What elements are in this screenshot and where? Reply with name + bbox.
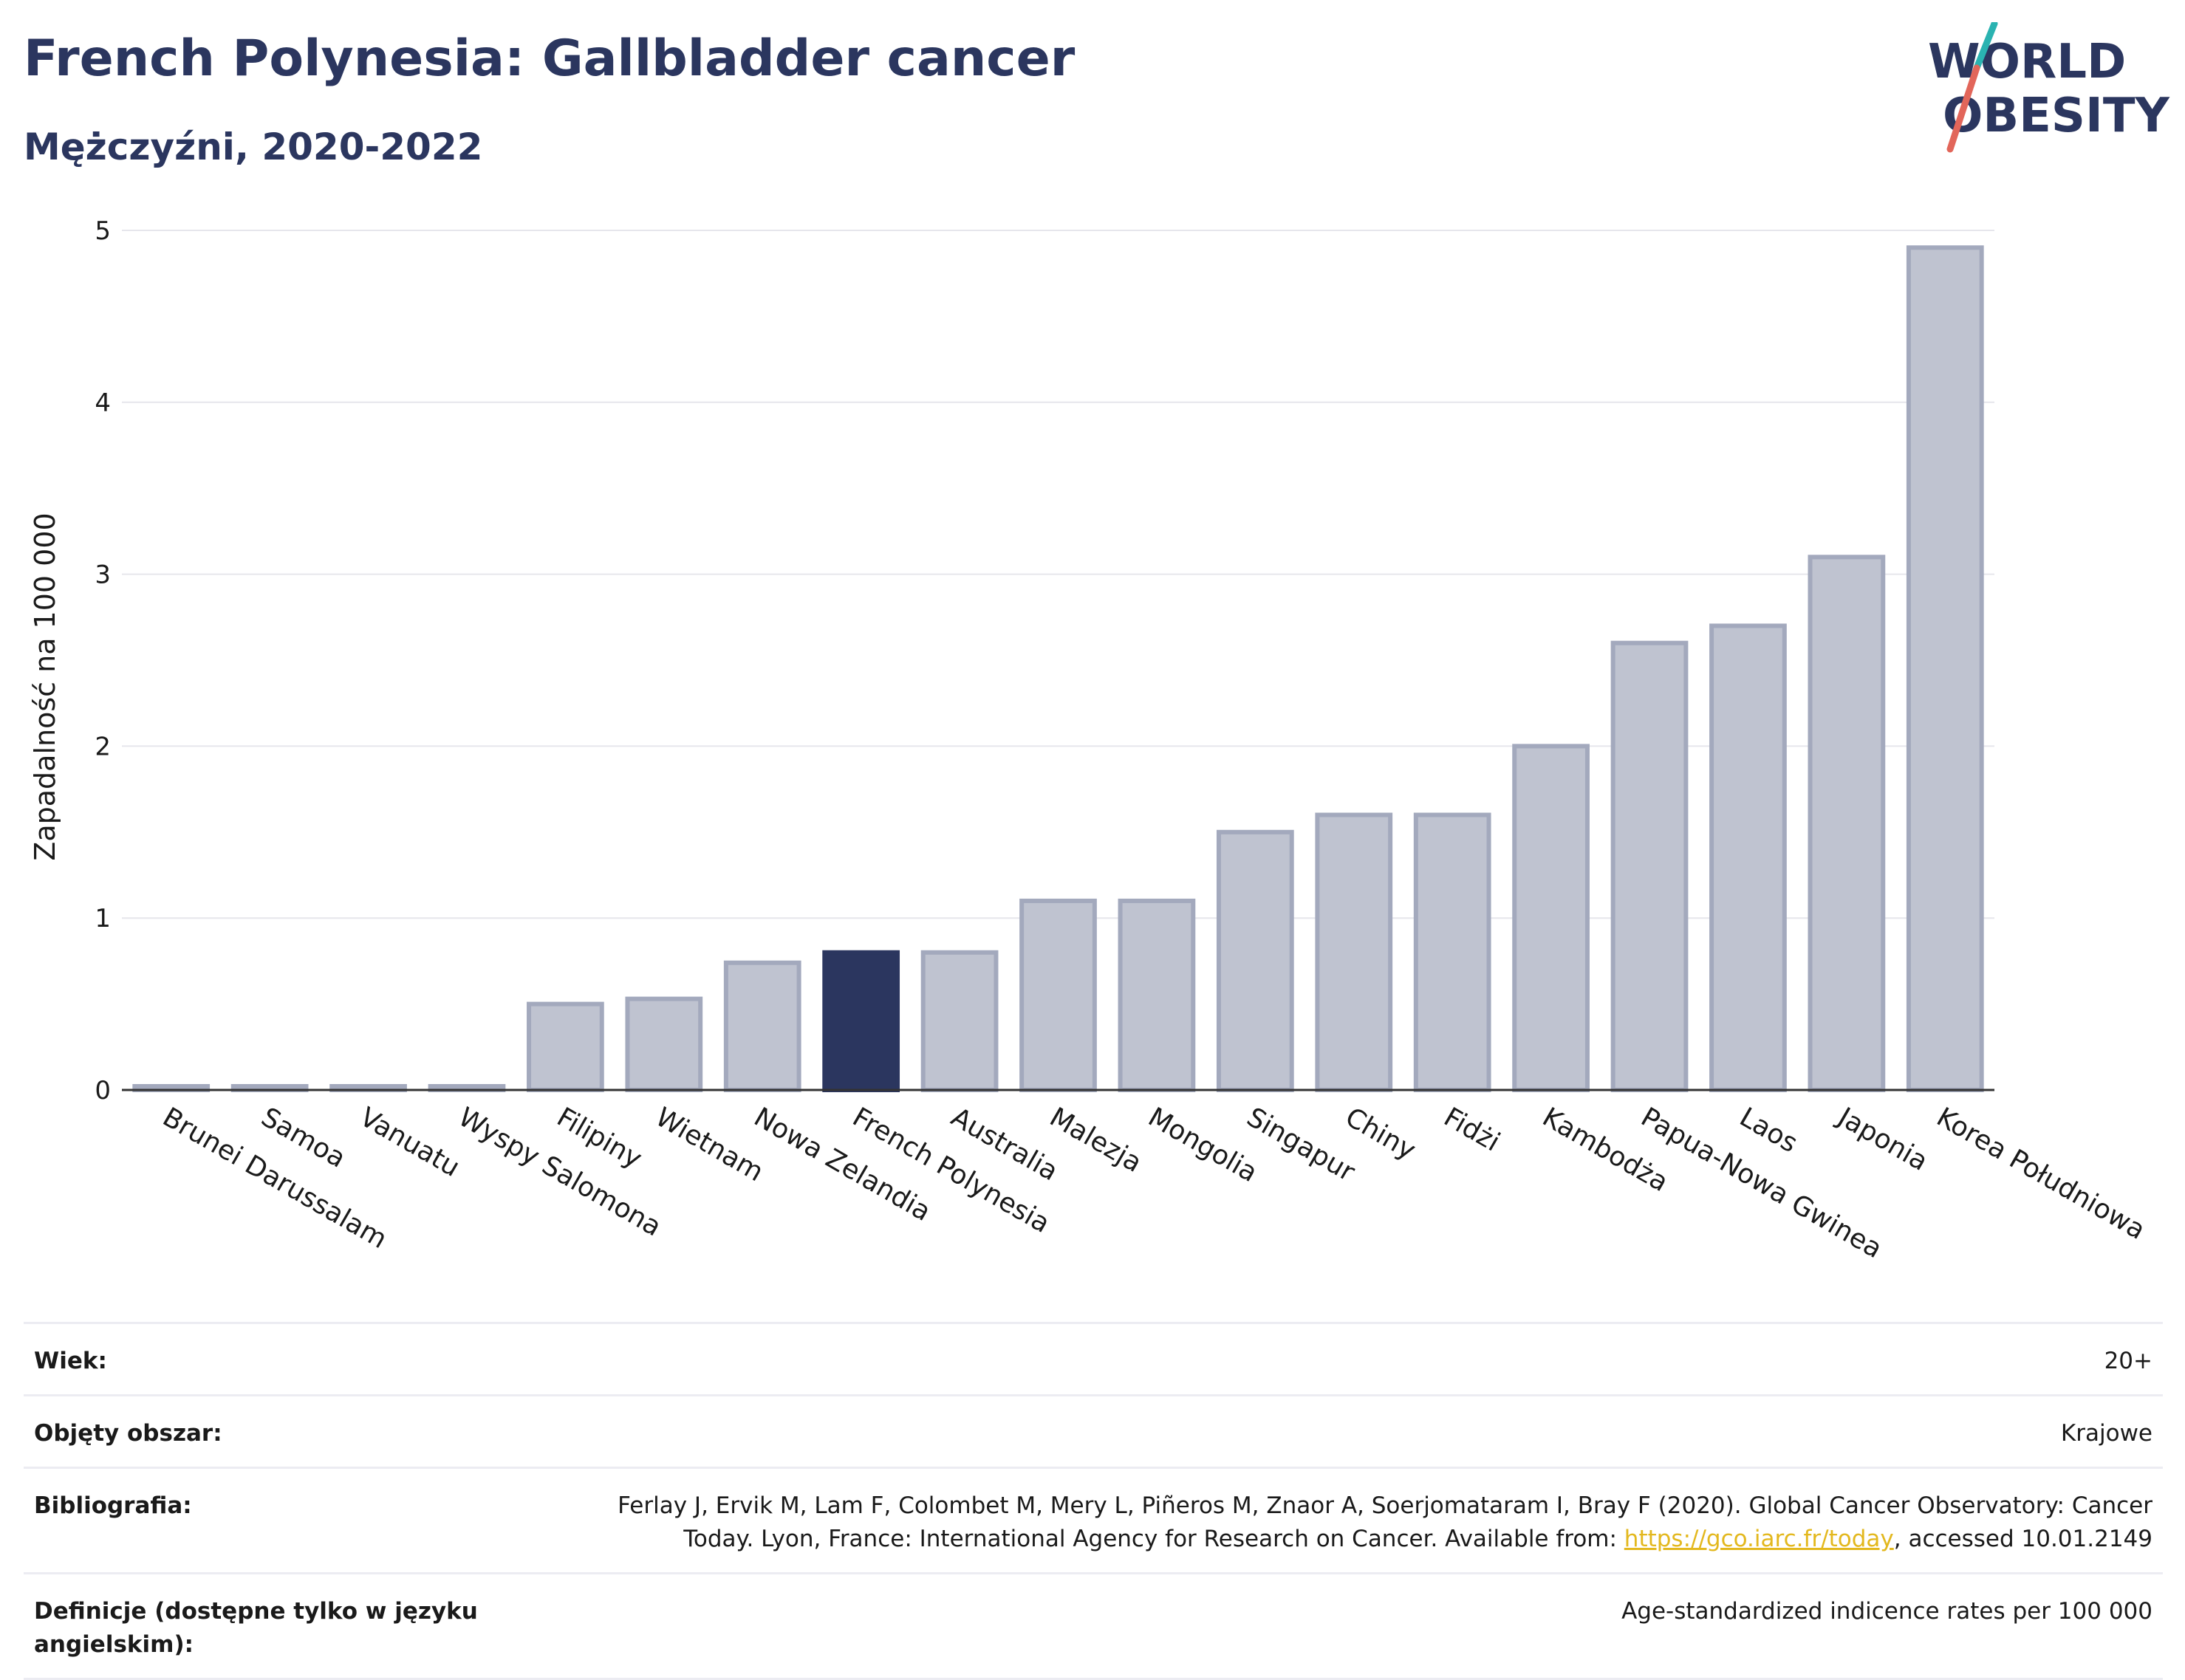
y-tick-label: 1 [95,904,111,933]
bibliography-link[interactable]: https://gco.iarc.fr/today [1624,1525,1894,1552]
area-value: Krajowe [2060,1419,2152,1447]
x-tick-label: Laos [1734,1102,1802,1159]
y-tick-label: 3 [95,560,111,590]
chart-title: French Polynesia: Gallbladder cancer [24,30,1076,88]
x-tick-label: Nowa Zelandia [749,1102,936,1227]
info-row-bibliography: Bibliografia: Ferlay J, Ervik M, Lam F, … [24,1467,2163,1573]
age-value: 20+ [2104,1348,2152,1374]
y-axis-label: Zapadalność na 100 000 [29,512,61,860]
x-tick-label: Fidżi [1439,1102,1505,1157]
x-tick-label: Malezja [1044,1102,1146,1179]
definitions-label: Definicje (dostępne tylko w języku angie… [34,1597,478,1658]
bar [1216,829,1294,1093]
world-obesity-logo: WORLD OBESITY [1928,22,2169,153]
x-tick-label: Japonia [1832,1101,1933,1177]
bar [1315,812,1393,1093]
logo-line2: OBESITY [1943,89,2169,143]
bar [527,1001,604,1092]
bar [1709,623,1787,1092]
bar [1512,744,1590,1093]
x-tick-label: Wietnam [650,1102,768,1187]
bar [920,950,999,1093]
info-table: Wiek: 20+ Objęty obszar: Krajowe Bibliog… [24,1322,2163,1680]
bibliography-text-2: Today. Lyon, France: International Agenc… [683,1525,1624,1552]
bar [1808,555,1886,1092]
x-tick-label: Korea Południowa [1932,1102,2150,1246]
y-tick-label: 4 [95,388,111,418]
logo-slash-coral [1946,64,1980,153]
y-tick-label: 2 [95,732,111,761]
age-label: Wiek: [34,1348,107,1374]
bar [1118,898,1196,1093]
x-tick-label: Mongolia [1143,1102,1262,1188]
definitions-value: Age-standardized indicence rates per 100… [1621,1597,2152,1625]
bar [723,960,801,1093]
bar [625,996,703,1092]
chart-subtitle: Mężczyźni, 2020-2022 [24,126,483,168]
info-row-area: Objęty obszar: Krajowe [24,1395,2163,1467]
info-row-age: Wiek: 20+ [24,1323,2163,1396]
bar [1019,898,1097,1093]
x-tick-label: Vanuatu [355,1102,465,1183]
logo-slash-teal [1973,22,1998,72]
area-label: Objęty obszar: [34,1419,222,1447]
y-axis-ticks: 0 1 2 3 4 5 [95,216,111,1105]
bars [132,245,1984,1093]
bar [1413,812,1491,1093]
logo-line1: WORLD [1928,35,2126,89]
y-tick-label: 0 [95,1076,111,1105]
info-row-definitions: Definicje (dostępne tylko w języku angie… [24,1573,2163,1679]
bibliography-value: Ferlay J, Ervik M, Lam F, Colombet M, Me… [502,1467,2163,1573]
bibliography-text-3: , accessed 10.01.2149 [1893,1525,2152,1552]
bibliography-text-1: Ferlay J, Ervik M, Lam F, Colombet M, Me… [618,1492,2152,1519]
y-tick-label: 5 [95,216,111,246]
x-tick-label: Singapur [1242,1102,1360,1187]
bar [1906,245,1984,1092]
bibliography-label: Bibliografia: [34,1492,192,1519]
bar [1610,640,1689,1092]
bar-highlighted [822,950,900,1093]
